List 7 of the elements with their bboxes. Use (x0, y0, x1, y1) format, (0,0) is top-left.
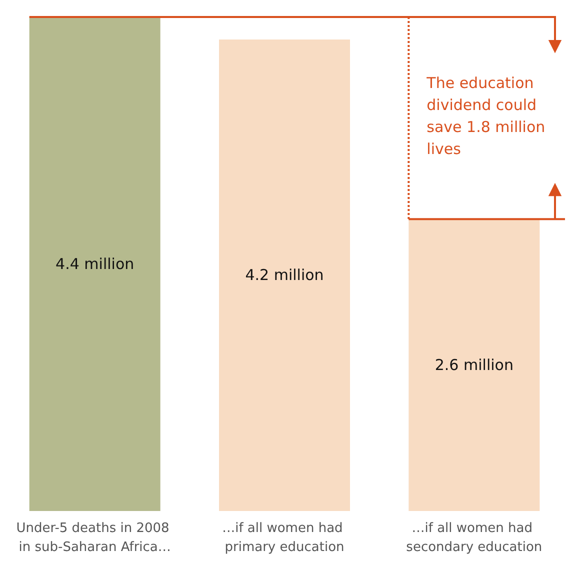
x-tick-label: …if all women had primary education (222, 521, 347, 555)
x-tick-label: …if all women had secondary education (406, 521, 542, 555)
x-tick-label: Under-5 deaths in 2008 in sub-Saharan Africa… (16, 521, 174, 555)
annotation: The education dividend could save 1.8 million lives (426, 73, 546, 160)
data-label: 4.4 million (56, 255, 134, 273)
data-label: 2.6 million (434, 356, 514, 374)
data-label: 4.2 million (245, 266, 324, 284)
